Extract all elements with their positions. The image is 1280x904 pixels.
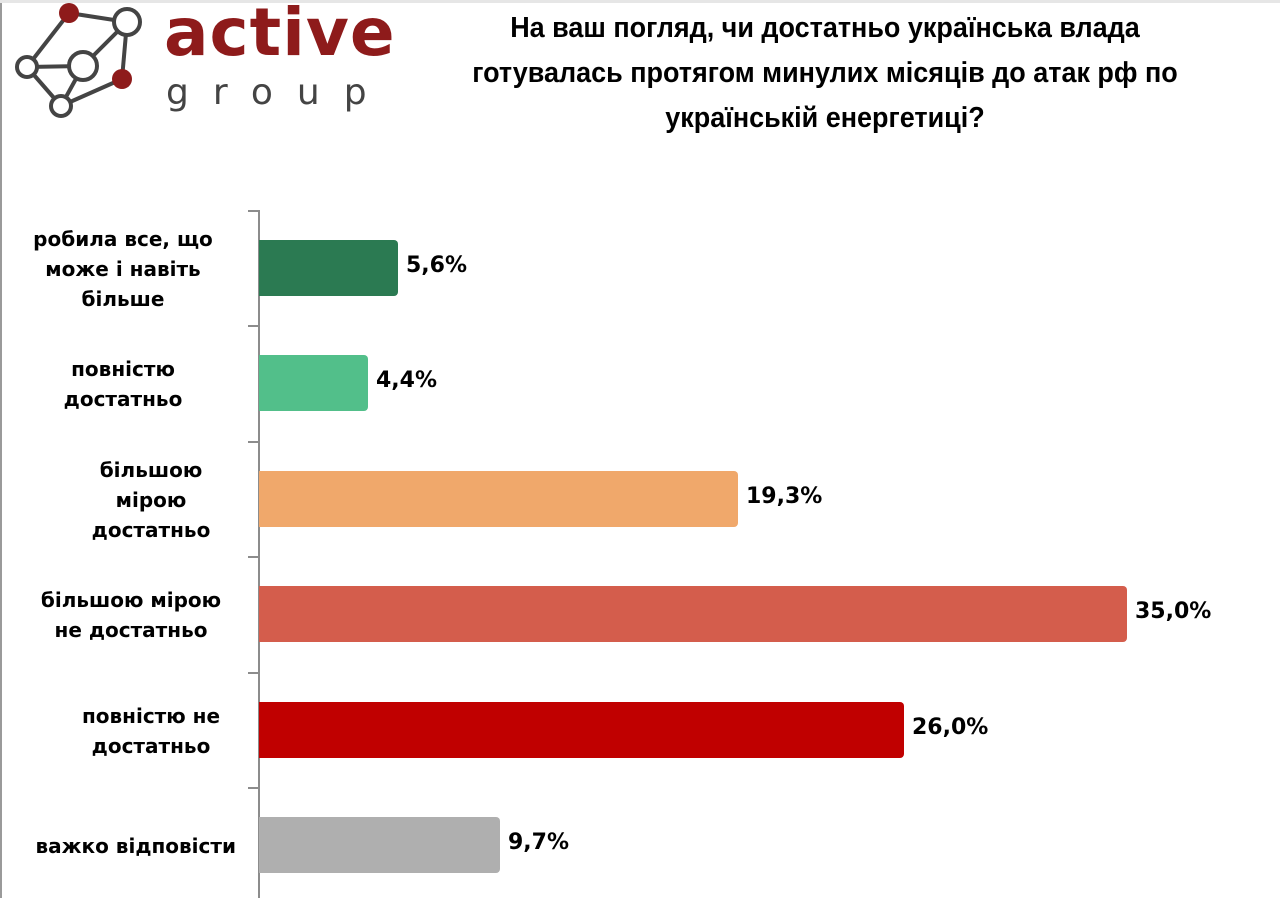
category-label-text: робила все, що може і навіть більше xyxy=(33,227,213,311)
category-label: важко відповісти xyxy=(10,788,236,904)
axis-tick xyxy=(248,210,259,212)
bar-row: повністю достатньо 4,4% xyxy=(0,326,1280,442)
data-label: 4,4% xyxy=(376,368,438,393)
axis-tick xyxy=(248,556,259,558)
axis-tick xyxy=(248,325,259,327)
bar xyxy=(259,586,1127,642)
brand-subtitle: group xyxy=(166,72,391,113)
bar xyxy=(259,355,368,411)
data-label: 19,3% xyxy=(746,484,823,509)
category-label-text: повністю не достатньо xyxy=(81,704,221,758)
category-label-text: повністю достатньо xyxy=(63,357,183,411)
category-axis xyxy=(258,210,260,898)
bar-row: важко відповісти 9,7% xyxy=(0,788,1280,904)
top-border xyxy=(0,0,1280,3)
bar-row: більшою мірою не достатньо 35,0% xyxy=(0,557,1280,673)
bar xyxy=(259,702,904,758)
category-label: більшою мірою не достатньо xyxy=(10,557,236,673)
axis-tick xyxy=(248,787,259,789)
data-label: 5,6% xyxy=(406,253,468,278)
bar xyxy=(259,817,500,873)
category-label-text: більшою мірою достатньо xyxy=(91,458,211,542)
chart-title: На ваш погляд, чи достатньо українська в… xyxy=(472,12,1178,134)
data-label: 35,0% xyxy=(1135,599,1212,624)
category-label: більшою мірою достатньо xyxy=(10,442,236,558)
bar-row: більшою мірою достатньо 19,3% xyxy=(0,442,1280,558)
bar xyxy=(259,471,738,527)
axis-tick xyxy=(248,672,259,674)
category-label-text: важко відповісти xyxy=(35,834,236,858)
category-label: повністю достатньо xyxy=(10,326,236,442)
axis-tick xyxy=(248,441,259,443)
logo: active group xyxy=(14,0,395,120)
data-label: 26,0% xyxy=(912,715,989,740)
category-label: робила все, що може і навіть більше xyxy=(10,211,236,327)
bar-row: повністю не достатньо 26,0% xyxy=(0,673,1280,789)
category-label-text: більшою мірою не достатньо xyxy=(40,588,222,642)
bar-row: робила все, що може і навіть більше 5,6% xyxy=(0,211,1280,327)
brand-name: active xyxy=(164,0,396,71)
data-label: 9,7% xyxy=(508,830,570,855)
category-label: повністю не достатньо xyxy=(10,673,236,789)
left-border xyxy=(0,3,2,898)
bar xyxy=(259,240,398,296)
network-nodes-icon xyxy=(15,3,142,118)
